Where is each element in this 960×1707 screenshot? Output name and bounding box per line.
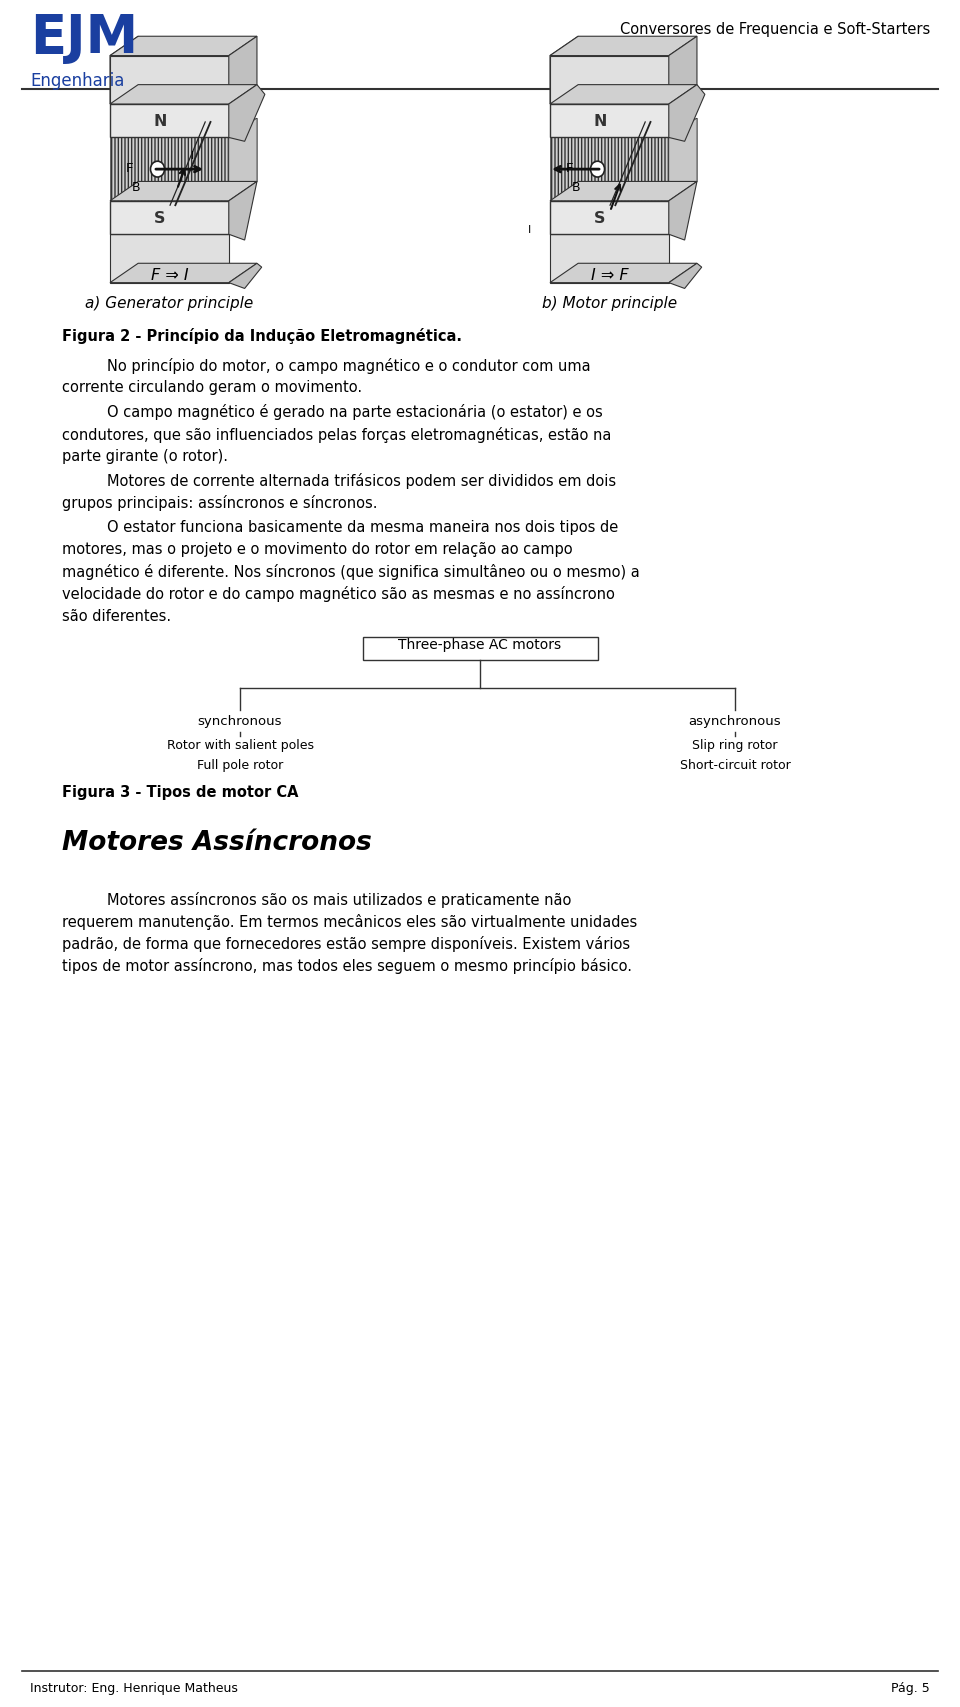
Text: condutores, que são influenciados pelas forças eletromagnéticas, estão na: condutores, que são influenciados pelas … [62,427,612,442]
Polygon shape [669,85,705,142]
Text: I: I [527,225,531,236]
Polygon shape [550,265,697,283]
Text: são diferentes.: são diferentes. [62,608,171,623]
Text: Motores Assíncronos: Motores Assíncronos [62,830,372,855]
Text: F: F [565,162,573,174]
Polygon shape [228,85,265,142]
Text: Pág. 5: Pág. 5 [891,1681,930,1693]
Text: S: S [155,212,165,225]
Polygon shape [578,119,697,183]
Text: B: B [571,181,580,195]
Text: requerem manutenção. Em termos mecânicos eles são virtualmente unidades: requerem manutenção. Em termos mecânicos… [62,913,637,929]
Text: I: I [191,152,195,162]
Polygon shape [110,56,228,104]
Polygon shape [669,119,697,201]
Bar [363,637,597,661]
Text: B: B [132,181,140,195]
Text: F: F [125,162,132,174]
Polygon shape [110,138,228,201]
Polygon shape [669,38,697,104]
Polygon shape [110,104,228,138]
Polygon shape [228,265,262,288]
Text: Engenharia: Engenharia [30,72,125,90]
Polygon shape [550,183,697,201]
Text: S: S [594,212,606,225]
Polygon shape [110,38,257,56]
Polygon shape [138,119,257,183]
Ellipse shape [151,162,164,178]
Ellipse shape [590,162,605,178]
Text: padrão, de forma que fornecedores estão sempre disponíveis. Existem vários: padrão, de forma que fornecedores estão … [62,935,630,951]
Polygon shape [110,236,228,283]
Polygon shape [228,119,257,201]
Text: Full pole rotor: Full pole rotor [197,758,283,772]
Polygon shape [550,236,669,283]
Text: Short-circuit rotor: Short-circuit rotor [680,758,790,772]
Polygon shape [550,56,669,104]
Polygon shape [110,85,257,104]
Polygon shape [550,85,697,104]
Polygon shape [669,183,697,241]
Polygon shape [110,201,228,236]
Text: No princípio do motor, o campo magnético e o condutor com uma: No princípio do motor, o campo magnético… [107,357,590,374]
Polygon shape [110,265,257,283]
Polygon shape [550,138,669,201]
Polygon shape [110,183,257,201]
Text: corrente circulando geram o movimento.: corrente circulando geram o movimento. [62,379,362,394]
Text: b) Motor principle: b) Motor principle [541,295,677,311]
Text: parte girante (o rotor).: parte girante (o rotor). [62,449,228,464]
Polygon shape [228,38,257,104]
Polygon shape [669,265,702,288]
Text: I ⇒ F: I ⇒ F [590,268,628,283]
Text: grupos principais: assíncronos e síncronos.: grupos principais: assíncronos e síncron… [62,495,377,510]
Text: F ⇒ I: F ⇒ I [151,268,188,283]
Text: a) Generator principle: a) Generator principle [85,295,253,311]
Text: velocidade do rotor e do campo magnético são as mesmas e no assíncrono: velocidade do rotor e do campo magnético… [62,586,614,603]
Polygon shape [228,183,257,241]
Text: N: N [154,114,167,130]
Text: synchronous: synchronous [198,714,282,727]
Text: Slip ring rotor: Slip ring rotor [692,737,778,751]
Polygon shape [550,201,669,236]
Text: asynchronous: asynchronous [688,714,781,727]
Polygon shape [550,38,578,104]
Text: N: N [593,114,607,130]
Text: Three-phase AC motors: Three-phase AC motors [398,637,562,650]
Text: Figura 2 - Princípio da Indução Eletromagnética.: Figura 2 - Princípio da Indução Eletroma… [62,328,462,343]
Text: Instrutor: Eng. Henrique Matheus: Instrutor: Eng. Henrique Matheus [30,1681,238,1693]
Text: Motores de corrente alternada trifásicos podem ser divididos em dois: Motores de corrente alternada trifásicos… [107,473,616,488]
Text: magnético é diferente. Nos síncronos (que significa simultâneo ou o mesmo) a: magnético é diferente. Nos síncronos (qu… [62,563,639,580]
Polygon shape [550,104,669,138]
Text: O estator funciona basicamente da mesma maneira nos dois tipos de: O estator funciona basicamente da mesma … [107,519,618,534]
Text: Motores assíncronos são os mais utilizados e praticamente não: Motores assíncronos são os mais utilizad… [107,891,571,906]
Text: EJM: EJM [30,12,138,63]
Text: Conversores de Frequencia e Soft-Starters: Conversores de Frequencia e Soft-Starter… [620,22,930,38]
Polygon shape [550,38,697,56]
Polygon shape [110,38,138,104]
Text: O campo magnético é gerado na parte estacionária (o estator) e os: O campo magnético é gerado na parte esta… [107,405,603,420]
Text: Rotor with salient poles: Rotor with salient poles [166,737,314,751]
Text: Figura 3 - Tipos de motor CA: Figura 3 - Tipos de motor CA [62,784,299,799]
Text: tipos de motor assíncrono, mas todos eles seguem o mesmo princípio básico.: tipos de motor assíncrono, mas todos ele… [62,958,632,973]
Text: motores, mas o projeto e o movimento do rotor em relação ao campo: motores, mas o projeto e o movimento do … [62,541,572,556]
